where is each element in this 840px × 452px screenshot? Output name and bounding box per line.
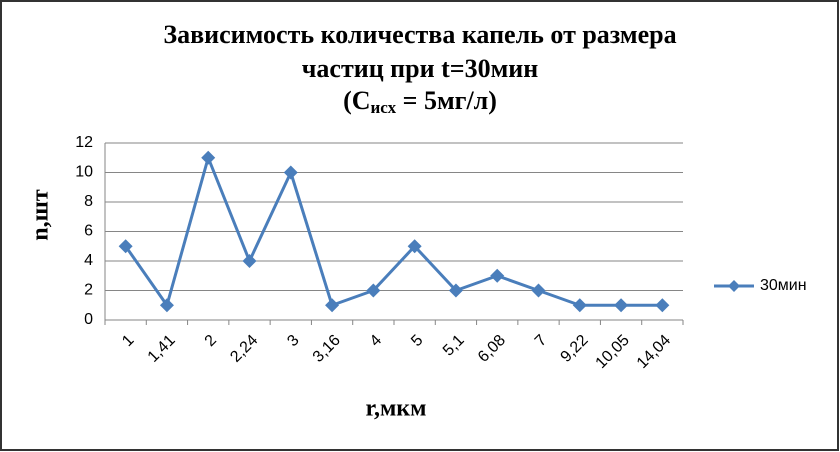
y-tick-label: 6 [84, 223, 93, 240]
note-sub: исх [371, 98, 397, 117]
series-line [124, 156, 663, 307]
chart-title: Зависимость количества капель от размера [163, 20, 676, 49]
data-point [242, 254, 257, 268]
legend-marker [728, 280, 740, 292]
legend-label: 30мин [760, 277, 807, 294]
data-point [572, 298, 587, 313]
data-point [490, 268, 505, 283]
note-open: (С [343, 86, 370, 115]
data-point [655, 298, 670, 313]
data-point [325, 298, 340, 313]
note-close: = 5мг/л) [396, 86, 497, 115]
data-point [448, 283, 463, 298]
data-point [201, 150, 216, 165]
y-tick-label: 8 [84, 193, 93, 210]
y-tick-label: 10 [75, 164, 93, 181]
y-tick-label: 12 [75, 134, 93, 151]
x-axis-label: r,мкм [366, 396, 427, 422]
data-point [614, 298, 629, 313]
y-axis-label: n,шт [28, 189, 54, 241]
data-point [407, 239, 422, 254]
data-point [159, 298, 174, 313]
data-point [283, 165, 298, 180]
chart-title-note: (Сисх = 5мг/л) [343, 86, 497, 117]
data-point [118, 239, 133, 254]
y-tick-label: 0 [84, 311, 93, 328]
data-point [531, 283, 546, 298]
chart-title: частиц при t=30мин [302, 54, 539, 83]
y-tick-label: 4 [84, 252, 93, 269]
data-point [366, 283, 381, 298]
y-tick-label: 2 [84, 282, 93, 299]
